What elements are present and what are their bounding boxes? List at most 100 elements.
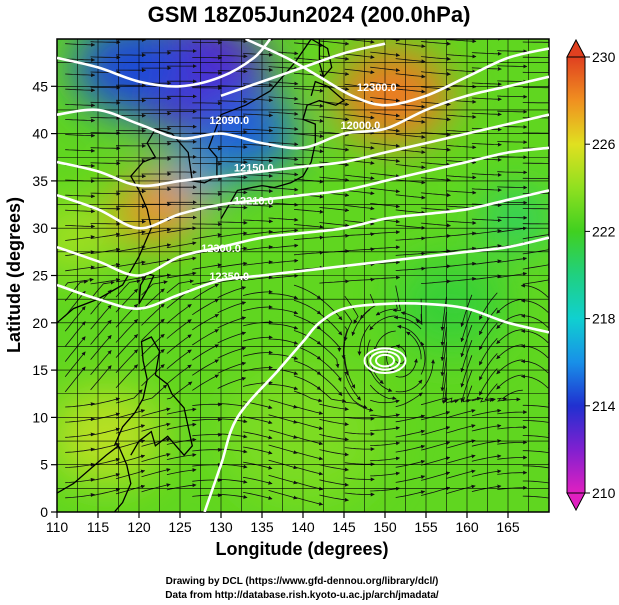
streamline <box>446 220 477 225</box>
streamline <box>243 158 273 163</box>
streamline <box>90 319 112 345</box>
closed-contour <box>363 347 407 374</box>
streamline <box>344 247 375 252</box>
streamline <box>446 145 477 150</box>
contour-line <box>57 39 272 88</box>
streamline <box>293 420 324 431</box>
x-axis: 110 115 120 125 130 135 140 145 150 155 160 165 <box>46 512 520 535</box>
streamline <box>319 494 349 502</box>
streamline <box>395 429 426 438</box>
streamline <box>65 417 95 423</box>
streamline <box>243 67 273 72</box>
streamline <box>344 174 375 181</box>
streamline <box>90 85 121 90</box>
streamline <box>243 476 273 485</box>
closed-contour <box>369 350 401 371</box>
streamline <box>344 277 375 282</box>
streamline <box>471 112 502 117</box>
streamline <box>65 133 96 138</box>
streamline <box>268 384 299 391</box>
streamline <box>166 349 192 370</box>
x-tick-label: 165 <box>496 519 520 535</box>
streamline <box>369 384 397 401</box>
streamline <box>446 276 477 282</box>
streamline <box>64 321 86 347</box>
streamline <box>217 190 248 195</box>
streamline <box>268 172 299 177</box>
contour-line <box>57 146 549 230</box>
streamline <box>166 468 197 476</box>
streamline <box>471 274 502 281</box>
streamline <box>65 447 95 453</box>
streamline <box>115 275 146 283</box>
streamline <box>243 83 273 88</box>
streamline <box>192 233 222 240</box>
streamline <box>395 475 426 483</box>
streamline <box>166 256 197 264</box>
contour-line <box>57 189 549 277</box>
colorbar-tick-label: 214 <box>592 398 616 414</box>
streamline <box>115 245 146 253</box>
streamline <box>395 103 426 109</box>
streamline <box>497 36 527 37</box>
contour-label: 12300.0 <box>201 243 241 255</box>
streamline <box>497 410 528 415</box>
streamline <box>496 374 523 390</box>
streamline <box>115 260 146 268</box>
streamline <box>115 454 146 464</box>
streamline <box>395 251 426 256</box>
streamline <box>471 82 502 87</box>
y-tick-label: 35 <box>32 173 48 189</box>
streamline <box>217 418 248 424</box>
streamline <box>141 318 165 341</box>
x-tick-label: 145 <box>332 519 356 535</box>
streamline <box>90 473 120 482</box>
streamline <box>268 399 298 409</box>
streamline <box>397 324 422 345</box>
streamline <box>217 463 248 469</box>
streamline <box>217 376 247 389</box>
streamline <box>496 314 523 329</box>
streamline <box>471 188 502 193</box>
streamline <box>243 446 273 455</box>
streamline <box>293 133 324 139</box>
streamline <box>446 469 476 479</box>
streamline <box>522 495 549 500</box>
contour-label: 12300.0 <box>357 82 397 94</box>
streamline <box>90 304 112 330</box>
x-tick-label: 135 <box>250 519 274 535</box>
x-tick-label: 110 <box>46 519 69 535</box>
streamline <box>64 351 86 377</box>
streamline <box>65 477 95 484</box>
streamline <box>471 172 502 177</box>
streamline <box>90 191 121 196</box>
streamline <box>192 329 219 346</box>
streamline <box>497 440 528 445</box>
streamline <box>344 53 375 60</box>
streamline <box>319 434 349 442</box>
streamline <box>522 262 549 270</box>
streamline <box>497 185 528 190</box>
streamline <box>395 73 426 79</box>
streamline <box>520 283 549 298</box>
streamline <box>243 219 273 224</box>
streamline <box>344 401 374 412</box>
streamline <box>344 431 375 436</box>
streamline <box>243 128 273 133</box>
streamline <box>192 417 223 422</box>
streamline <box>90 232 121 239</box>
streamline <box>497 109 528 114</box>
streamline <box>444 387 459 404</box>
streamline <box>522 232 549 240</box>
streamline <box>460 370 473 403</box>
closed-contour <box>374 353 396 368</box>
streamline <box>65 194 96 199</box>
streamline <box>217 316 247 329</box>
streamline <box>141 333 165 356</box>
streamline <box>217 346 247 359</box>
streamline <box>395 392 423 408</box>
y-axis: 0 5 10 15 20 25 30 35 40 45 <box>32 78 57 520</box>
streamline <box>141 407 171 417</box>
streamline <box>520 313 549 328</box>
streamline <box>440 296 447 331</box>
